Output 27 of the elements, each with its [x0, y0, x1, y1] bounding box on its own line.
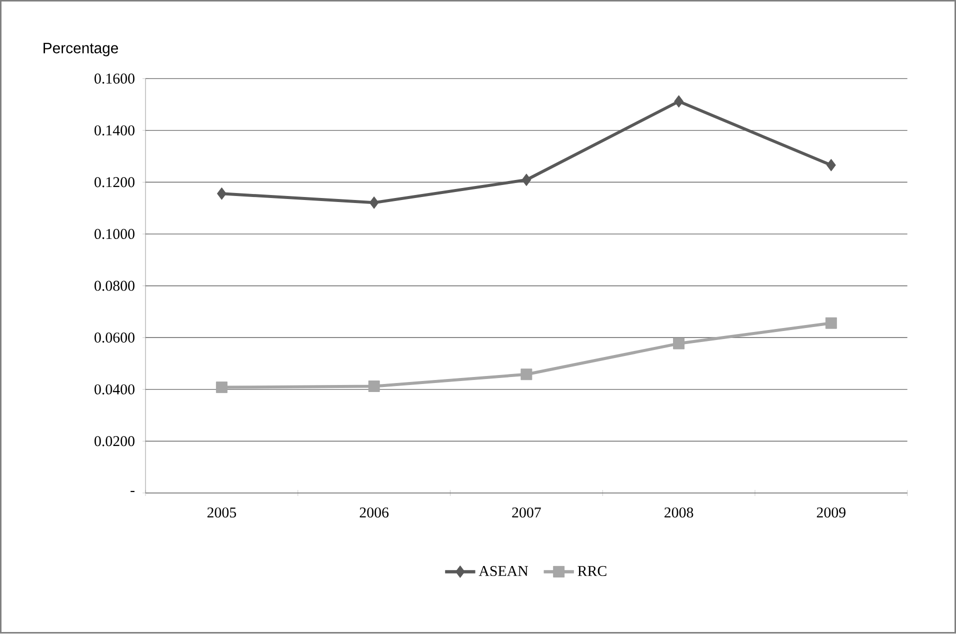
y-axis-title: Percentage [44, 43, 118, 57]
point [368, 380, 380, 392]
point [522, 174, 532, 186]
y-tick-label: 0.0400 [94, 384, 134, 395]
point [216, 188, 226, 200]
point [216, 382, 228, 394]
y-tick-label: 0.1400 [94, 126, 134, 136]
point [826, 159, 836, 172]
point [520, 368, 532, 380]
point [369, 196, 379, 210]
point [674, 95, 684, 108]
legend-label: RRC [578, 566, 606, 576]
y-tick-label: - [130, 491, 134, 492]
x-tick-label: 2009 [816, 508, 846, 518]
point [673, 338, 685, 350]
x-tick-label: 2007 [512, 508, 541, 518]
y-tick-label: 0.0200 [94, 436, 134, 446]
x-tick-label: 2006 [360, 508, 389, 518]
x-tick-label: 2005 [207, 508, 236, 518]
legend-label: ASEAN [478, 566, 528, 576]
y-tick-label: 0.1600 [94, 74, 134, 84]
point [825, 318, 837, 330]
x-tick-label: 2008 [664, 508, 694, 518]
y-tick-label: 0.1000 [94, 229, 134, 240]
y-tick-label: 0.0800 [94, 280, 134, 292]
y-tick-label: 0.1200 [94, 177, 134, 188]
y-tick-label: 0.0600 [94, 332, 134, 343]
